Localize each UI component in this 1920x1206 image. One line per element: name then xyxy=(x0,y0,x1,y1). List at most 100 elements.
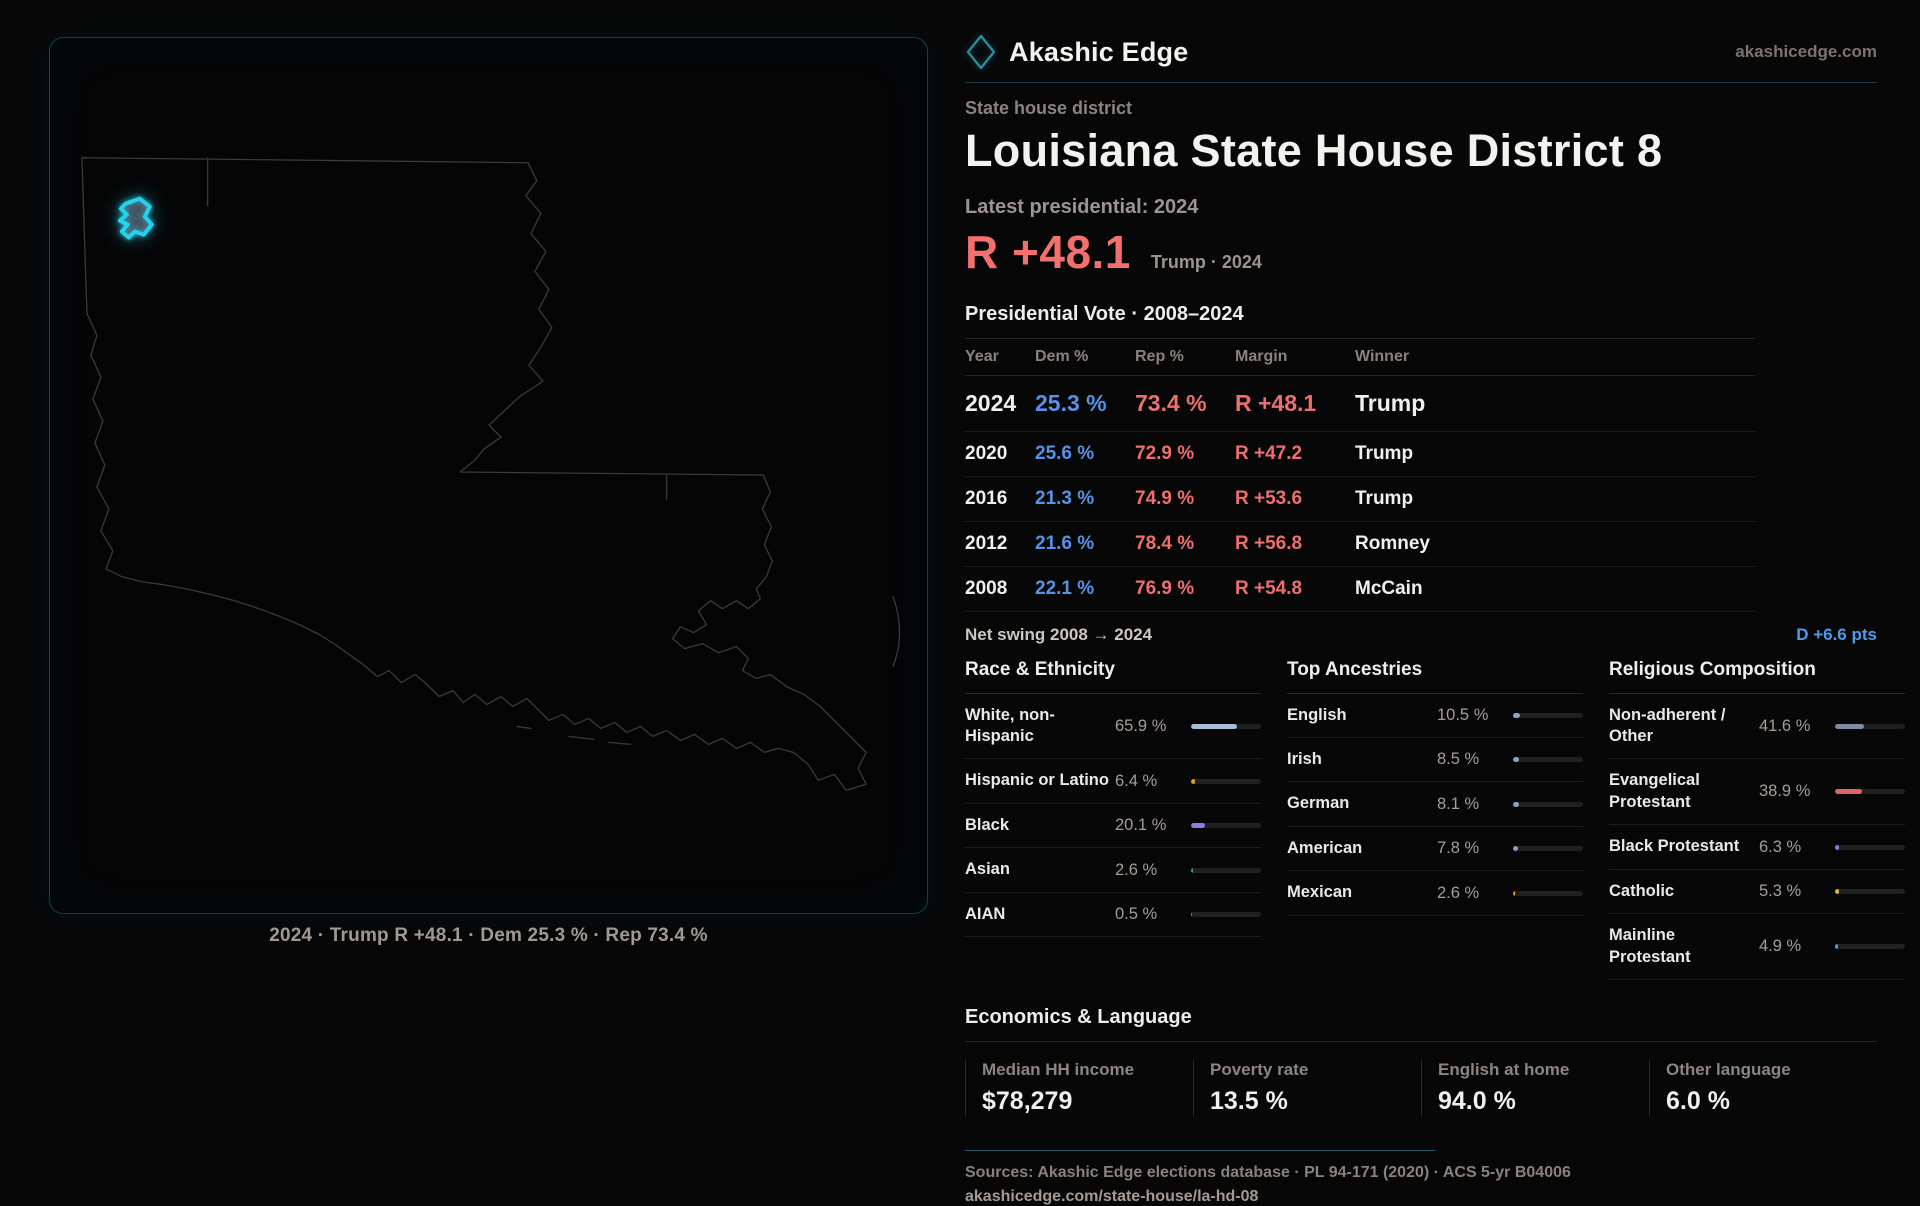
rep-cell: 74.9 % xyxy=(1135,476,1235,521)
demo-bar-track xyxy=(1835,845,1905,850)
demo-value: 6.3 % xyxy=(1759,838,1835,857)
demo-bar-track xyxy=(1513,802,1583,807)
col-margin: Margin xyxy=(1235,338,1355,375)
detail-panel: Akashic Edge akashicedge.com State house… xyxy=(965,30,1877,1206)
demo-value: 4.9 % xyxy=(1759,937,1835,956)
demo-value: 5.3 % xyxy=(1759,882,1835,901)
year-cell: 2008 xyxy=(965,566,1035,611)
demo-label: AIAN xyxy=(965,904,1115,925)
demo-label: German xyxy=(1287,793,1437,814)
demo-bar-fill xyxy=(1835,724,1864,729)
demo-bar-fill xyxy=(1513,802,1519,807)
demo-label: Hispanic or Latino xyxy=(965,770,1115,791)
year-cell: 2024 xyxy=(965,375,1035,431)
demo-value: 65.9 % xyxy=(1115,717,1191,736)
table-header-row: Year Dem % Rep % Margin Winner xyxy=(965,338,1755,375)
demo-bar-track xyxy=(1191,779,1261,784)
econ-title: Economics & Language xyxy=(965,1006,1877,1029)
demo-bar-fill xyxy=(1835,845,1839,850)
margin-cell: R +47.2 xyxy=(1235,431,1355,476)
demo-bar-track xyxy=(1513,891,1583,896)
demo-label: American xyxy=(1287,838,1437,859)
demo-value: 2.6 % xyxy=(1115,861,1191,880)
winner-cell: Trump xyxy=(1355,375,1755,431)
demo-value: 6.4 % xyxy=(1115,772,1191,791)
stat-value: 94.0 % xyxy=(1438,1087,1649,1116)
demo-value: 41.6 % xyxy=(1759,717,1835,736)
map-panel xyxy=(49,37,928,914)
year-cell: 2016 xyxy=(965,476,1035,521)
site-domain-link[interactable]: akashicedge.com xyxy=(1735,42,1877,62)
map-canvas xyxy=(50,38,927,913)
dem-cell: 22.1 % xyxy=(1035,566,1135,611)
sources-line: Sources: Akashic Edge elections database… xyxy=(965,1164,1877,1182)
winner-cell: Romney xyxy=(1355,521,1755,566)
margin-cell: R +53.6 xyxy=(1235,476,1355,521)
margin-cell: R +48.1 xyxy=(1235,375,1355,431)
demo-value: 38.9 % xyxy=(1759,782,1835,801)
brand-name: Akashic Edge xyxy=(1009,37,1188,68)
demo-value: 7.8 % xyxy=(1437,839,1513,858)
state-outline xyxy=(82,158,900,791)
margin-value: R +48.1 xyxy=(965,229,1131,275)
econ-divider xyxy=(965,1041,1877,1042)
winner-cell: Trump xyxy=(1355,476,1755,521)
demo-column-title: Race & Ethnicity xyxy=(965,659,1261,694)
demo-label: Evangelical Protestant xyxy=(1609,770,1759,813)
demo-column-title: Religious Composition xyxy=(1609,659,1905,694)
demo-bar-track xyxy=(1835,889,1905,894)
col-rep: Rep % xyxy=(1135,338,1235,375)
dem-cell: 21.3 % xyxy=(1035,476,1135,521)
stat-label: English at home xyxy=(1438,1060,1649,1080)
stat-value: $78,279 xyxy=(982,1087,1193,1116)
demo-bar-fill xyxy=(1513,891,1515,896)
swing-value: D +6.6 pts xyxy=(1796,625,1877,645)
stat: Median HH income $78,279 xyxy=(965,1060,1193,1116)
rep-cell: 73.4 % xyxy=(1135,375,1235,431)
site-header: Akashic Edge akashicedge.com xyxy=(965,30,1877,74)
swing-row: Net swing 2008 → 2024 D +6.6 pts xyxy=(965,612,1877,655)
page-url-link[interactable]: akashicedge.com/state-house/la-hd-08 xyxy=(965,1188,1877,1206)
demo-label: Irish xyxy=(1287,749,1437,770)
demo-label: Black Protestant xyxy=(1609,836,1759,857)
rep-cell: 72.9 % xyxy=(1135,431,1235,476)
rep-cell: 76.9 % xyxy=(1135,566,1235,611)
demo-value: 0.5 % xyxy=(1115,905,1191,924)
demo-bar-fill xyxy=(1191,724,1237,729)
demo-value: 20.1 % xyxy=(1115,816,1191,835)
margin-cell: R +54.8 xyxy=(1235,566,1355,611)
district-shape[interactable] xyxy=(120,199,152,238)
stat-label: Median HH income xyxy=(982,1060,1193,1080)
stat: English at home 94.0 % xyxy=(1421,1060,1649,1116)
demo-bar-fill xyxy=(1513,713,1520,718)
kicker: State house district xyxy=(965,98,1877,119)
demo-label: English xyxy=(1287,705,1437,726)
col-winner: Winner xyxy=(1355,338,1755,375)
stat-label: Other language xyxy=(1666,1060,1877,1080)
year-cell: 2020 xyxy=(965,431,1035,476)
brand: Akashic Edge xyxy=(965,33,1188,71)
col-dem: Dem % xyxy=(1035,338,1135,375)
demo-bar-track xyxy=(1835,789,1905,794)
demo-bar-track xyxy=(1835,944,1905,949)
demo-bar-fill xyxy=(1513,846,1518,851)
demo-bar-track xyxy=(1191,724,1261,729)
demo-value: 8.5 % xyxy=(1437,750,1513,769)
demo-bar-track xyxy=(1191,868,1261,873)
